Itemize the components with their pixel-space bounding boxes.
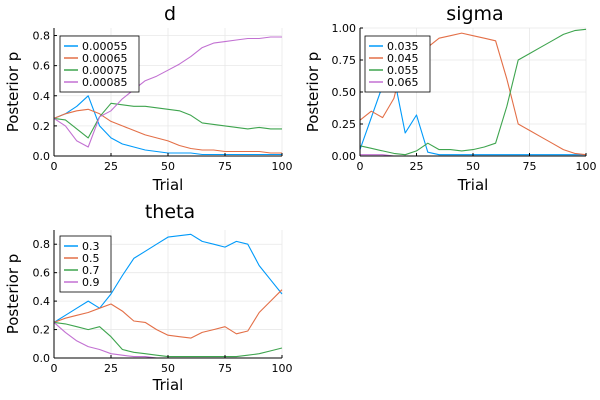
x-tick-label: 0 (357, 160, 364, 173)
y-tick-label: 0.2 (33, 120, 51, 133)
x-axis-label: Trial (457, 176, 489, 194)
y-axis-label: Posterior p (4, 254, 22, 335)
x-tick-label: 25 (104, 160, 118, 173)
x-tick-label: 50 (466, 160, 480, 173)
legend-label: 0.055 (387, 64, 419, 77)
x-tick-label: 50 (161, 160, 175, 173)
series-line-0.00085 (53, 36, 282, 148)
y-tick-label: 0.8 (33, 30, 51, 43)
y-tick-label: 0.00 (332, 150, 357, 163)
panel-sigma: 0 25 50 75 100 0.00 0.25 0.50 0.75 1.00 sigma Trial… (304, 3, 597, 194)
x-tick-label: 25 (104, 362, 118, 375)
series-line-0.00075 (53, 102, 282, 139)
x-tick-label: 75 (218, 362, 232, 375)
y-tick-label: 0.25 (332, 118, 357, 131)
x-tick-label: 100 (576, 160, 597, 173)
x-tick-label: 100 (272, 160, 293, 173)
legend-label: 0.035 (387, 40, 419, 53)
legend-label: 0.045 (387, 52, 419, 65)
chart-title: d (164, 3, 176, 25)
legend-label: 0.7 (82, 264, 100, 277)
legend-label: 0.00055 (82, 40, 128, 53)
x-tick-label: 25 (410, 160, 424, 173)
y-tick-label: 1.00 (332, 22, 357, 35)
y-tick-label: 0.6 (33, 267, 51, 280)
x-tick-label: 75 (218, 160, 232, 173)
x-tick-label: 50 (161, 362, 175, 375)
x-axis-label: Trial (152, 176, 184, 194)
legend: 0.30.50.70.9 (59, 235, 112, 293)
panel-theta: 0 25 50 75 100 0.0 0.2 0.4 0.6 0.8 theta Trial Poste… (4, 201, 293, 394)
y-tick-label: 0.4 (33, 295, 51, 308)
legend-label: 0.5 (82, 252, 100, 265)
series-line-0.00065 (53, 108, 282, 154)
legend-label: 0.00085 (82, 76, 128, 89)
y-axis-label: Posterior p (4, 52, 22, 133)
x-axis-label: Trial (152, 376, 184, 394)
panel-d: 0 25 50 75 100 0.0 0.2 0.4 0.6 0.8 d Trial Posterior… (4, 3, 293, 194)
chart-title: theta (145, 201, 195, 223)
x-tick-label: 0 (51, 160, 58, 173)
y-axis-label: Posterior p (304, 52, 322, 133)
y-tick-label: 0.50 (332, 86, 357, 99)
legend-label: 0.065 (387, 76, 419, 89)
y-tick-label: 0.2 (33, 324, 51, 337)
series-line-0.5 (53, 289, 283, 339)
legend-label: 0.00065 (82, 52, 128, 65)
chart-title: sigma (446, 3, 503, 25)
series-line-0.3 (53, 233, 283, 323)
legend-label: 0.00075 (82, 64, 128, 77)
y-tick-label: 0.8 (33, 238, 51, 251)
x-tick-label: 0 (51, 362, 58, 375)
x-tick-label: 100 (272, 362, 293, 375)
y-tick-label: 0.4 (33, 90, 51, 103)
y-tick-label: 0.6 (33, 60, 51, 73)
y-tick-label: 0.0 (33, 150, 51, 163)
x-tick-label: 75 (523, 160, 537, 173)
legend-label: 0.3 (82, 240, 100, 253)
y-tick-label: 0.75 (332, 54, 357, 67)
series-line-0.055 (359, 28, 587, 156)
y-tick-label: 0.0 (33, 352, 51, 365)
legend-label: 0.9 (82, 276, 100, 289)
